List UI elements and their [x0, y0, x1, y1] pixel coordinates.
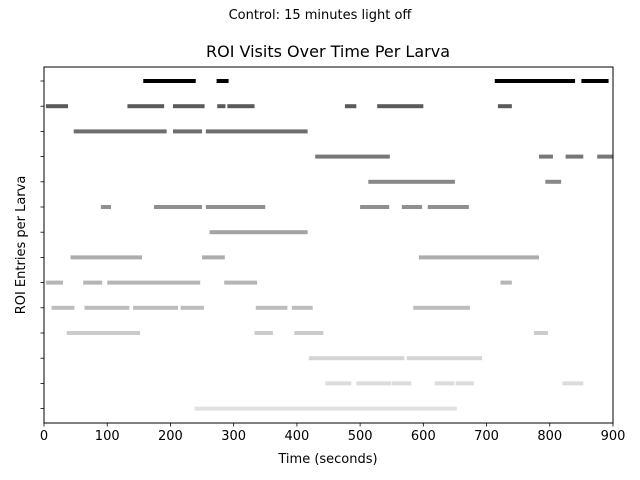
y-axis-label: ROI Entries per Larva	[14, 176, 29, 315]
bars-layer	[45, 79, 613, 411]
visit-bar-row10-2	[84, 305, 130, 310]
visit-bar-row3-3	[205, 129, 308, 134]
visit-bar-row6-2	[154, 205, 203, 209]
visit-bar-row2-4	[217, 104, 226, 109]
visit-bar-row9-5	[500, 280, 512, 285]
visit-bar-row8-3	[418, 255, 540, 260]
visit-bar-row10-6	[291, 305, 313, 310]
visit-bar-row2-6	[344, 104, 357, 109]
visit-bar-row1-2	[216, 79, 229, 83]
ticks-layer: 0 100 200 300 400 500 600 700 800 900	[40, 80, 626, 444]
figure-suptitle: Control: 15 minutes light off	[228, 8, 412, 23]
visit-bar-row9-2	[83, 280, 103, 285]
visit-bar-row4-1	[315, 154, 390, 159]
visit-bar-row10-3	[133, 305, 179, 310]
visit-bar-row2-7	[377, 104, 424, 109]
visit-bar-row6-4	[360, 205, 390, 209]
x-tick-label-700: 700	[474, 429, 499, 444]
visit-bar-row10-1	[51, 305, 75, 310]
visit-bar-row13-4	[434, 381, 455, 386]
visit-bar-row12-2	[406, 356, 483, 361]
plot-frame	[43, 66, 614, 424]
visit-bar-row7-1	[209, 230, 308, 235]
x-tick-label-300: 300	[221, 429, 246, 444]
x-tick-label-800: 800	[537, 429, 562, 444]
visit-bar-row6-6	[427, 205, 443, 209]
visit-bar-row10-7	[413, 305, 471, 310]
visit-bar-row6-1	[100, 205, 112, 209]
visit-bar-row9-4	[224, 280, 258, 285]
chart-title: ROI Visits Over Time Per Larva	[206, 42, 450, 61]
visit-bar-row13-5	[455, 381, 474, 386]
visit-bar-row2-1	[45, 104, 69, 109]
x-tick-label-100: 100	[95, 429, 120, 444]
visit-bar-row3-1	[73, 129, 167, 134]
visit-bar-row11-4	[533, 331, 548, 335]
visit-bar-row2-5	[227, 104, 255, 109]
visit-bar-row11-2	[254, 331, 273, 335]
x-tick-label-400: 400	[284, 429, 309, 444]
visit-bar-row2-2	[127, 104, 165, 109]
visit-bar-row10-4	[180, 305, 204, 310]
visit-bar-row8-2	[202, 255, 225, 260]
visit-bar-row11-3	[294, 331, 324, 335]
visit-bar-row10-5	[255, 305, 288, 310]
visit-bar-row14-1	[194, 406, 457, 411]
visit-bar-row8-1	[70, 255, 142, 260]
x-tick-label-500: 500	[348, 429, 373, 444]
visit-bar-row13-3	[391, 381, 412, 386]
x-tick-label-900: 900	[601, 429, 626, 444]
visit-bar-row1-1	[143, 79, 196, 83]
x-tick-label-0: 0	[40, 429, 48, 444]
visit-bar-row9-3	[107, 280, 201, 285]
visit-bar-row1-4	[581, 79, 609, 83]
x-tick-label-200: 200	[158, 429, 183, 444]
visit-bar-row13-2	[356, 381, 392, 386]
visit-bar-row13-6	[562, 381, 584, 386]
x-tick-label-600: 600	[411, 429, 436, 444]
visit-bar-row5-1	[368, 179, 455, 184]
visit-bar-row2-8	[497, 104, 512, 109]
visit-bar-row5-2	[545, 179, 562, 184]
visit-bar-row2-3	[172, 104, 205, 109]
visit-bar-row1-3	[494, 79, 576, 83]
visit-bar-row12-1	[308, 356, 405, 361]
visit-bar-row9-1	[45, 280, 63, 285]
visit-bar-row4-4	[597, 154, 613, 159]
visit-bar-row6-7	[439, 205, 469, 209]
visit-bar-row3-2	[172, 129, 203, 134]
visit-bar-row11-1	[66, 331, 141, 335]
visit-bar-row6-3	[205, 205, 266, 209]
visit-bar-row6-5	[401, 205, 423, 209]
visit-bar-row4-3	[565, 154, 584, 159]
visit-bar-row4-2	[539, 154, 553, 159]
visit-bar-row13-1	[325, 381, 352, 386]
x-axis-label: Time (seconds)	[277, 452, 377, 467]
